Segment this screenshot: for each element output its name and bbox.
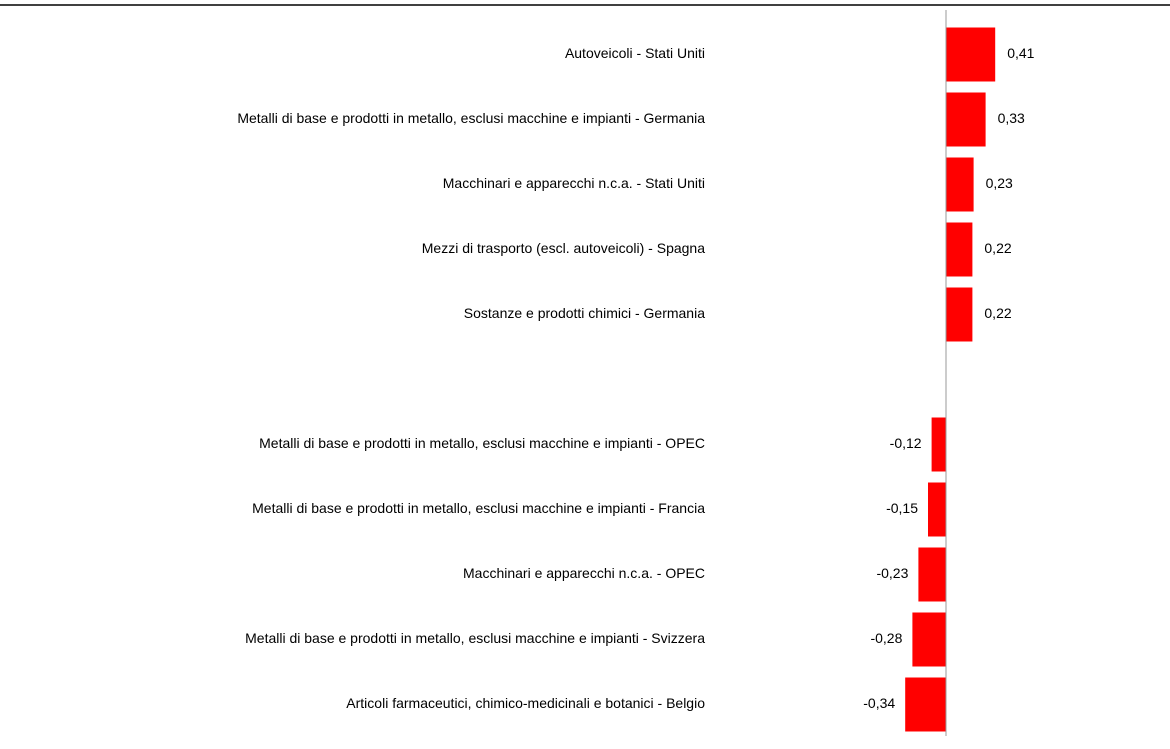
category-label: Macchinari e apparecchi n.c.a. - Stati U… bbox=[443, 175, 705, 191]
bar bbox=[946, 27, 996, 82]
category-label: Autoveicoli - Stati Uniti bbox=[565, 45, 705, 61]
bar bbox=[931, 417, 946, 472]
category-label: Metalli di base e prodotti in metallo, e… bbox=[259, 435, 705, 451]
bar bbox=[946, 287, 973, 342]
category-label: Metalli di base e prodotti in metallo, e… bbox=[237, 110, 705, 126]
category-label: Metalli di base e prodotti in metallo, e… bbox=[252, 500, 705, 516]
value-label: 0,22 bbox=[984, 305, 1011, 321]
value-label: -0,15 bbox=[886, 500, 918, 516]
category-label: Articoli farmaceutici, chimico-medicinal… bbox=[346, 695, 705, 711]
category-label: Macchinari e apparecchi n.c.a. - OPEC bbox=[463, 565, 705, 581]
value-label: 0,23 bbox=[986, 175, 1013, 191]
bar bbox=[912, 612, 946, 667]
category-label: Sostanze e prodotti chimici - Germania bbox=[464, 305, 705, 321]
bar bbox=[946, 222, 973, 277]
bar bbox=[928, 482, 946, 537]
bar bbox=[918, 547, 946, 602]
bar bbox=[946, 92, 986, 147]
value-label: -0,23 bbox=[876, 565, 908, 581]
value-label: -0,34 bbox=[863, 695, 895, 711]
value-label: 0,41 bbox=[1007, 45, 1034, 61]
value-label: -0,12 bbox=[890, 435, 922, 451]
value-label: -0,28 bbox=[870, 630, 902, 646]
bar bbox=[946, 157, 974, 212]
category-label: Metalli di base e prodotti in metallo, e… bbox=[245, 630, 705, 646]
value-label: 0,33 bbox=[998, 110, 1025, 126]
bar bbox=[905, 677, 946, 732]
category-label: Mezzi di trasporto (escl. autoveicoli) -… bbox=[422, 240, 705, 256]
value-label: 0,22 bbox=[984, 240, 1011, 256]
